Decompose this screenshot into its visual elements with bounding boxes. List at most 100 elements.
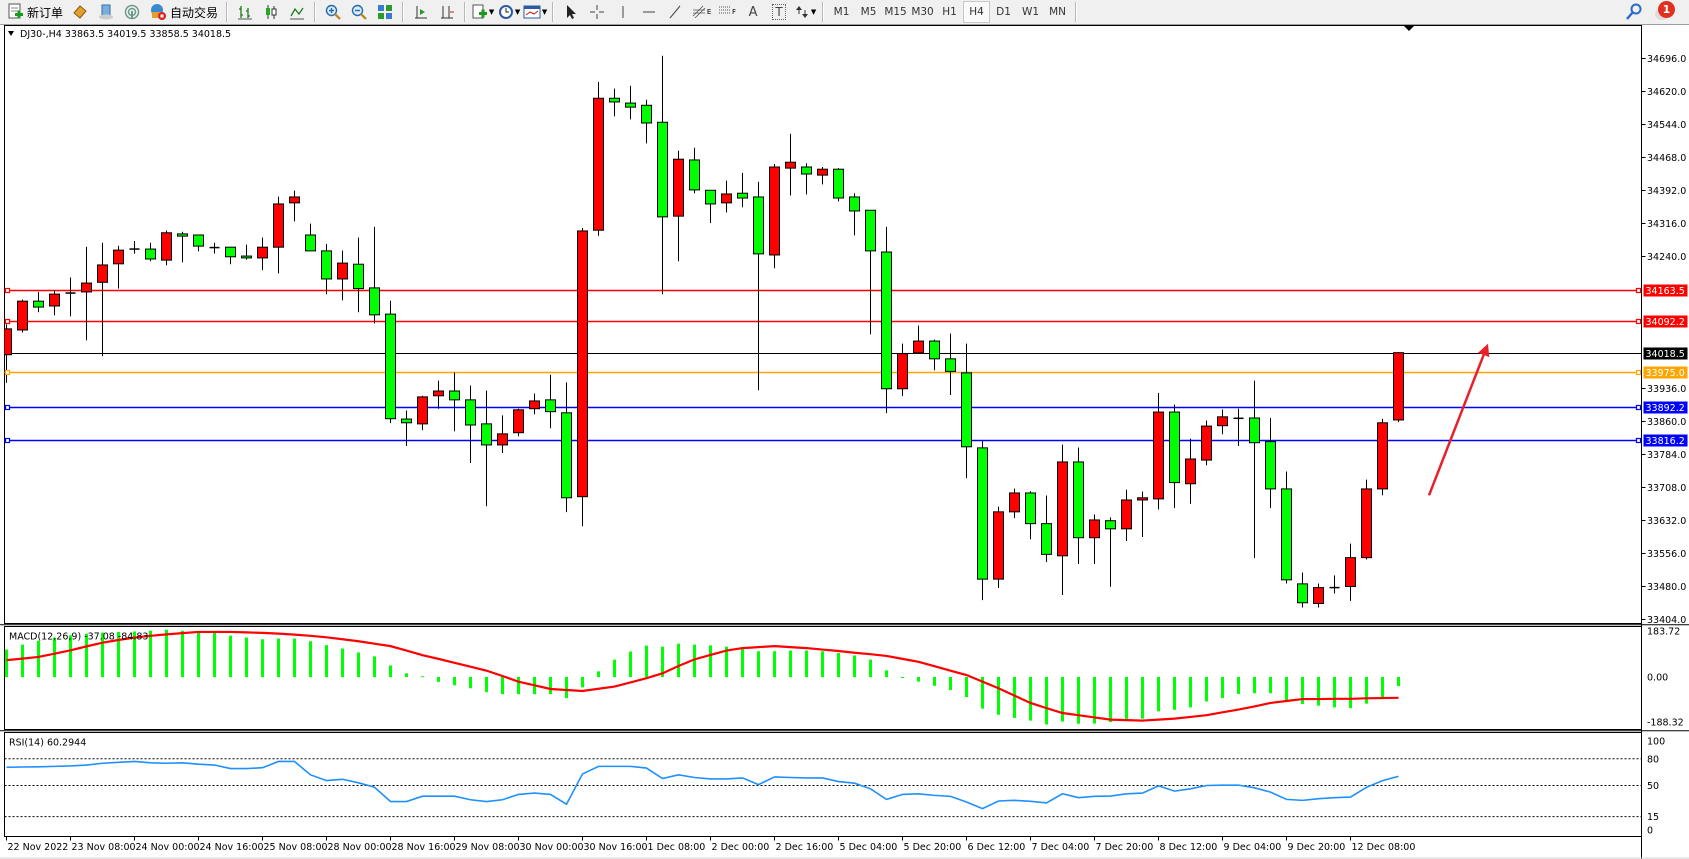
macd-histogram-bar (965, 677, 968, 698)
chart-menu-triangle-icon[interactable] (8, 31, 14, 36)
macd-histogram-bar (293, 638, 296, 677)
toolbar-separator (314, 2, 317, 22)
auto-trading-button[interactable]: 自动交易 (145, 1, 222, 23)
candle-body (273, 203, 284, 248)
macd-histogram-bar (917, 677, 920, 682)
time-axis-label: 6 Dec 12:00 (968, 842, 1026, 853)
price-tick-label: 33784.0 (1647, 450, 1686, 461)
candle-body (657, 121, 668, 218)
macd-histogram-bar (277, 638, 280, 677)
arrows-dropdown[interactable]: ▼ (792, 1, 818, 23)
candle (849, 193, 860, 236)
candle-body (449, 390, 460, 401)
fibonacci-button[interactable]: E (688, 1, 714, 23)
market-watch-button[interactable] (67, 1, 93, 23)
signals-button[interactable] (119, 1, 145, 23)
text-button[interactable]: A (740, 1, 766, 23)
macd-histogram-bar (229, 635, 232, 677)
candle-body (689, 159, 700, 191)
candle (609, 88, 620, 117)
cursor-button[interactable] (558, 1, 584, 23)
candle (593, 81, 604, 236)
indicators-dropdown[interactable]: ▼ (470, 1, 496, 23)
line-anchor-handle[interactable] (1635, 437, 1642, 444)
auto-scroll-button[interactable] (408, 1, 434, 23)
chart-shift-button[interactable] (434, 1, 460, 23)
timeframe-m15[interactable]: M15 (884, 6, 907, 18)
time-axis-label: 7 Dec 04:00 (1032, 842, 1090, 853)
macd-histogram-bar (661, 646, 664, 677)
zoom-in-button[interactable] (320, 1, 346, 23)
macd-label: MACD(12,26,9) -37.08 -84.83 (9, 632, 148, 643)
line-anchor-handle[interactable] (1635, 404, 1642, 411)
candle-body (929, 340, 940, 360)
candle (929, 339, 940, 371)
macd-histogram-bar (885, 670, 888, 677)
timeframe-m1[interactable]: M1 (833, 6, 850, 18)
line-anchor-handle[interactable] (4, 318, 11, 325)
horizontal-line-button[interactable] (636, 1, 662, 23)
fibonacci-fan-button[interactable]: F (714, 1, 740, 23)
candle-body (1025, 492, 1036, 525)
macd-histogram-bar (981, 677, 984, 709)
line-anchor-handle[interactable] (4, 287, 11, 294)
chevron-down-icon: ▼ (488, 8, 495, 16)
candle-body (177, 233, 188, 237)
line-anchor-handle[interactable] (1635, 287, 1642, 294)
line-chart-button[interactable] (284, 1, 310, 23)
search-icon[interactable] (1625, 3, 1643, 21)
macd-histogram-bar (1397, 677, 1400, 687)
tile-windows-button[interactable] (372, 1, 398, 23)
notifications-button[interactable]: 1 (1653, 1, 1675, 23)
chart-shift-marker-icon[interactable] (1404, 26, 1414, 31)
timeframe-d1[interactable]: D1 (996, 6, 1011, 18)
candle (1169, 404, 1180, 509)
candle-body (561, 412, 572, 499)
timeframe-h4[interactable]: H4 (963, 1, 991, 23)
candle-body (545, 399, 556, 413)
line-anchor-handle[interactable] (1635, 369, 1642, 376)
macd-histogram-bar (645, 645, 648, 677)
candle (337, 250, 348, 301)
line-anchor-handle[interactable] (1635, 318, 1642, 325)
macd-histogram-bar (165, 629, 168, 677)
chevron-down-icon: ▼ (514, 8, 521, 16)
templates-dropdown[interactable]: ▼ (522, 1, 548, 23)
price-tick-label: 33708.0 (1647, 483, 1686, 494)
arrow-annotation[interactable] (1427, 343, 1490, 496)
rsi-axis-label: 100 (1647, 737, 1665, 748)
macd-histogram-bar (1093, 677, 1096, 724)
candle-body (945, 358, 956, 372)
candle (433, 380, 444, 409)
candle (209, 242, 220, 254)
line-anchor-handle[interactable] (4, 404, 11, 411)
line-anchor-handle[interactable] (4, 437, 11, 444)
candle (945, 333, 956, 396)
timeframe-h1[interactable]: H1 (942, 6, 957, 18)
macd-histogram-bar (1061, 677, 1064, 722)
text-label-button[interactable]: T (766, 1, 792, 23)
zoom-out-button[interactable] (346, 1, 372, 23)
price-tick-label: 33936.0 (1647, 384, 1686, 395)
macd-signal-line (6, 630, 1399, 722)
bar-chart-button[interactable] (232, 1, 258, 23)
data-window-button[interactable] (93, 1, 119, 23)
timeframe-m30[interactable]: M30 (911, 6, 934, 18)
timeframe-w1[interactable]: W1 (1022, 6, 1040, 18)
line-anchor-handle[interactable] (4, 369, 11, 376)
timeframe-mn[interactable]: MN (1049, 6, 1066, 18)
vertical-line-button[interactable] (610, 1, 636, 23)
crosshair-button[interactable] (584, 1, 610, 23)
periods-dropdown[interactable]: ▼ (496, 1, 522, 23)
new-order-button[interactable]: 新订单 (4, 1, 67, 23)
macd-histogram-bar (485, 677, 488, 693)
candlestick-button[interactable] (258, 1, 284, 23)
trendline-button[interactable] (662, 1, 688, 23)
timeframe-m5[interactable]: M5 (860, 6, 877, 18)
candle-body (1137, 497, 1148, 501)
macd-histogram-bar (21, 644, 24, 677)
price-tick-label: 34696.0 (1647, 54, 1686, 65)
candle (481, 390, 492, 507)
tile-windows-icon (378, 5, 393, 19)
